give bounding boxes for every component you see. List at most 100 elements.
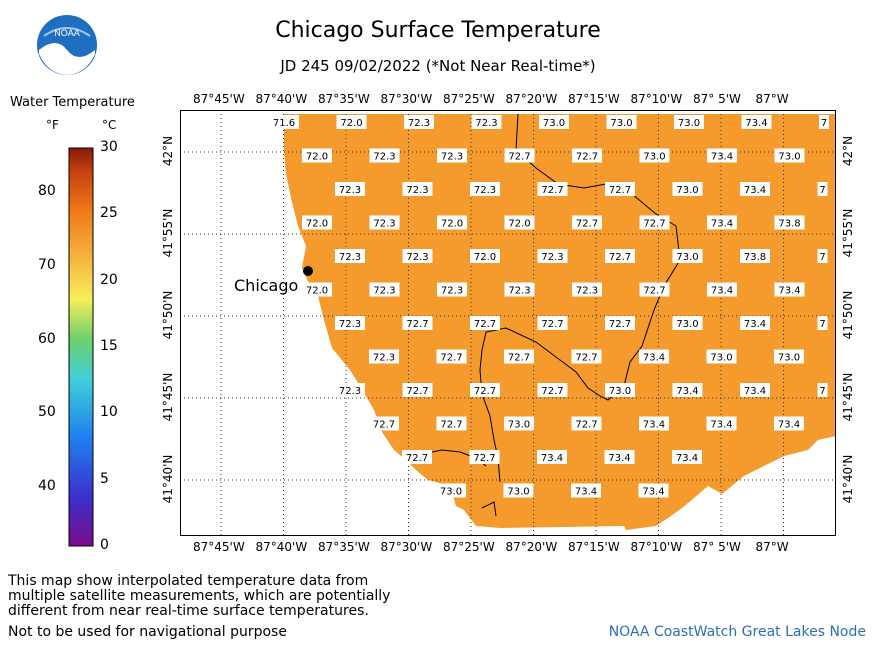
latitude-label: 41°40'N [161, 454, 175, 504]
longitude-label: 87°10'W [630, 92, 683, 106]
temperature-value: 73.4 [604, 450, 635, 464]
svg-text:72.0: 72.0 [306, 219, 328, 230]
svg-text:72.7: 72.7 [643, 219, 665, 230]
longitude-label: 87°15'W [568, 92, 620, 106]
latitude-label: 41°55'N [841, 208, 855, 258]
svg-text:73.0: 73.0 [710, 353, 732, 364]
date-subtitle: JD 245 09/02/2022 (*Not Near Real-time*) [280, 57, 596, 75]
svg-text:7: 7 [821, 118, 827, 129]
temperature-value: 72.7 [572, 148, 602, 163]
longitude-label: 87°20'W [505, 540, 558, 554]
temperature-value: 73.4 [537, 450, 567, 464]
temperature-value: 73.0 [674, 115, 704, 129]
temperature-value: 72.3 [335, 316, 365, 330]
temperature-value: 72.3 [470, 182, 500, 196]
temperature-value: 72.3 [404, 115, 434, 129]
svg-text:73.4: 73.4 [744, 185, 766, 196]
latitude-label: 41°50'N [841, 290, 855, 340]
svg-text:73.0: 73.0 [543, 118, 565, 129]
svg-text:72.7: 72.7 [609, 185, 631, 196]
svg-text:73.0: 73.0 [440, 487, 462, 498]
svg-text:73.4: 73.4 [575, 487, 597, 498]
svg-text:73.0: 73.0 [778, 152, 800, 163]
temperature-value: 72.3 [537, 249, 568, 263]
temperature-value: 73.0 [605, 383, 635, 397]
latitude-label: 41°50'N [161, 290, 175, 340]
longitude-label: 87°35'W [318, 92, 370, 106]
temperature-value: 72.7 [605, 316, 635, 330]
temperature-value: 72.7 [469, 450, 500, 464]
temperature-value: 73.0 [503, 483, 534, 498]
svg-text:73.0: 73.0 [609, 386, 631, 397]
temperature-value: 72.7 [436, 349, 467, 364]
fahrenheit-tick-label: 40 [38, 478, 56, 495]
temperature-value: 73.8 [740, 249, 770, 263]
unit-celsius: °C [102, 118, 117, 132]
svg-text:72.7: 72.7 [576, 219, 598, 230]
temperature-value: 73.0 [672, 316, 703, 330]
svg-text:72.3: 72.3 [373, 353, 395, 364]
temperature-value: 73.4 [740, 316, 770, 330]
svg-text:7: 7 [819, 319, 825, 330]
svg-text:73.4: 73.4 [778, 286, 800, 297]
longitude-label: 87°W [755, 540, 789, 554]
temperature-value: 73.4 [571, 483, 601, 498]
unit-fahrenheit: °F [46, 118, 59, 132]
svg-text:72.0: 72.0 [306, 286, 328, 297]
temperature-value: 72.7 [436, 416, 467, 431]
temperature-value: 7 [817, 249, 828, 263]
longitude-label: 87°20'W [505, 92, 558, 106]
svg-text:73.8: 73.8 [744, 252, 766, 263]
svg-text:72.7: 72.7 [609, 319, 631, 330]
temperature-value: 73.0 [539, 115, 569, 129]
svg-text:73.0: 73.0 [778, 353, 800, 364]
latitude-label: 42°N [161, 135, 175, 167]
temperature-labels: 71.6 72.0 72.3 72.3 73.0 73.0 73.0 73.4 7 72.0 72.… [269, 115, 829, 498]
svg-text:71.6: 71.6 [273, 118, 295, 129]
temperature-value: 72.7 [571, 416, 602, 431]
svg-text:72.3: 72.3 [373, 286, 395, 297]
logo-text: NOAA [54, 28, 80, 38]
temperature-value: 72.7 [402, 316, 433, 330]
svg-text:72.0: 72.0 [306, 152, 328, 163]
longitude-label: 87°40'W [255, 92, 308, 106]
temperature-value: 73.4 [740, 383, 770, 397]
temperature-value: 73.4 [707, 282, 737, 297]
celsius-tick-label: 5 [100, 470, 109, 487]
svg-text:73.0: 73.0 [507, 487, 529, 498]
city-label: Chicago [234, 276, 299, 295]
temperature-value: 72.0 [437, 215, 467, 230]
svg-text:72.3: 72.3 [406, 252, 428, 263]
temperature-value: 72.0 [470, 249, 500, 263]
latitude-label: 41°45'N [841, 372, 855, 422]
page-title: Chicago Surface Temperature [275, 18, 601, 43]
temperature-value: 72.3 [402, 249, 433, 263]
svg-text:72.7: 72.7 [406, 453, 428, 464]
longitude-label: 87° 5'W [693, 540, 741, 554]
svg-text:73.4: 73.4 [711, 286, 733, 297]
svg-text:72.3: 72.3 [408, 118, 430, 129]
latitude-label: 41°40'N [841, 454, 855, 504]
temperature-value: 73.0 [774, 148, 805, 163]
svg-text:72.0: 72.0 [508, 219, 530, 230]
temperature-value: 73.4 [741, 115, 772, 129]
svg-text:72.7: 72.7 [473, 453, 495, 464]
temperature-value: 7 [817, 383, 828, 397]
svg-text:72.3: 72.3 [339, 319, 361, 330]
temperature-value: 72.3 [471, 115, 502, 129]
svg-text:72.3: 72.3 [373, 152, 395, 163]
temperature-value: 72.0 [504, 215, 535, 230]
svg-text:72.0: 72.0 [340, 118, 362, 129]
svg-text:73.0: 73.0 [643, 152, 665, 163]
svg-text:72.3: 72.3 [576, 286, 598, 297]
navigation-warning: Not to be used for navigational purpose [8, 624, 287, 640]
temperature-value: 72.0 [336, 115, 367, 129]
svg-text:72.3: 72.3 [339, 185, 361, 196]
longitude-label: 87°W [755, 92, 789, 106]
svg-text:73.4: 73.4 [745, 118, 767, 129]
longitude-label: 87°40'W [255, 540, 308, 554]
svg-text:72.3: 72.3 [441, 152, 463, 163]
svg-text:72.7: 72.7 [440, 420, 462, 431]
svg-text:72.7: 72.7 [508, 353, 530, 364]
svg-text:73.4: 73.4 [643, 353, 665, 364]
